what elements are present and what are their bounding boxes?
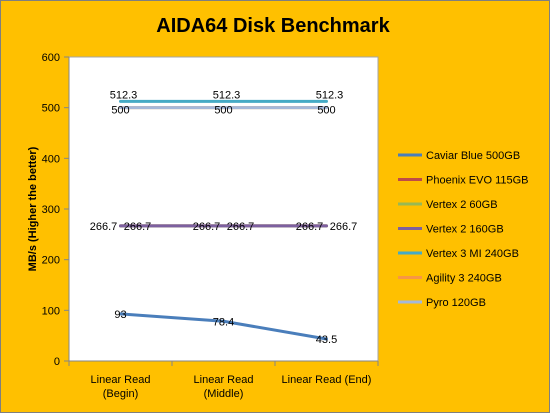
y-tick-label: 500	[42, 103, 60, 115]
data-label: 266.7	[90, 221, 118, 233]
x-axis: Linear Read (Begin) Linear Read (Middle) Lin…	[68, 360, 379, 400]
chart-title: AIDA64 Disk Benchmark	[156, 15, 390, 37]
legend-label: Vertex 3 MI 240GB	[426, 248, 519, 260]
x-tick-label: Linear Read (Middle)	[194, 374, 254, 400]
x-tick-label: Linear Read (End)	[282, 374, 372, 386]
data-label: 512.3	[213, 89, 241, 101]
legend: Caviar Blue 500GB Phoenix EVO 115GB Vertex…	[398, 150, 529, 309]
data-label: 266.7	[330, 221, 358, 233]
legend-label: Phoenix EVO 115GB	[426, 175, 529, 187]
series-group	[119, 99, 328, 341]
data-label: 43.5	[316, 334, 337, 346]
y-tick-label: 100	[42, 305, 60, 317]
data-label: 266.7	[227, 221, 255, 233]
y-axis: 0 100 200 300 400 500 600	[42, 52, 70, 368]
y-tick-label: 300	[42, 204, 60, 216]
data-label: 500	[317, 105, 335, 117]
y-axis-title: MB/s (Higher the better)	[27, 146, 39, 271]
legend-label: Agility 3 240GB	[426, 273, 502, 285]
series-line-0	[119, 312, 328, 341]
data-label: 266.7	[296, 221, 324, 233]
data-label: 78.4	[213, 316, 234, 328]
legend-label: Vertex 2 160GB	[426, 224, 504, 236]
data-label: 266.7	[124, 221, 152, 233]
data-label: 512.3	[110, 89, 138, 101]
x-tick-label: Linear Read (Begin)	[91, 374, 151, 400]
y-tick-label: 400	[42, 153, 60, 165]
legend-label: Pyro 120GB	[426, 297, 486, 309]
data-labels: 93 78.4 43.5 266.7 266.7 266.7 266.7 266.7 266.7…	[90, 89, 358, 346]
data-label: 93	[114, 309, 126, 321]
data-label: 500	[111, 105, 129, 117]
y-tick-label: 200	[42, 255, 60, 267]
data-label: 500	[214, 105, 232, 117]
data-label: 512.3	[316, 89, 344, 101]
legend-label: Vertex 2 60GB	[426, 199, 498, 211]
data-label: 266.7	[193, 221, 221, 233]
y-tick-label: 600	[42, 52, 60, 64]
legend-label: Caviar Blue 500GB	[426, 150, 520, 162]
y-tick-label: 0	[54, 356, 60, 368]
